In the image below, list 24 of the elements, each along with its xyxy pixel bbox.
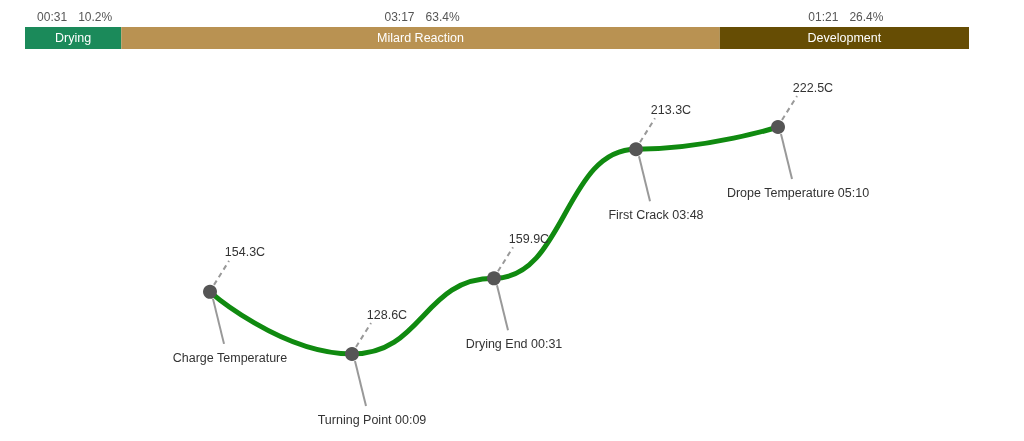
series-label: Development: [807, 31, 882, 45]
point: [487, 271, 501, 286]
data-label: 26.4%: [849, 10, 884, 24]
annotation: Drying End 00:31: [465, 337, 563, 352]
data-label: 213.3C: [650, 102, 692, 117]
point: [629, 142, 643, 157]
annotation: Drope Temperature 05:10: [726, 186, 870, 200]
data-label: 222.5C: [792, 80, 834, 95]
point: [771, 120, 785, 134]
point: [203, 284, 217, 299]
text: 03:17: [384, 10, 415, 24]
text: 01:21: [808, 10, 839, 24]
data-label: 159.9C: [508, 231, 550, 246]
data-label: 154.3C: [224, 245, 266, 260]
series-label: Milard Reaction: [377, 31, 464, 45]
text: 00:31: [37, 10, 68, 24]
annotation: First Crack 03:48: [608, 208, 704, 223]
point: [345, 347, 359, 361]
data-label: 128.6C: [366, 307, 408, 322]
data-label: 10.2%: [78, 10, 113, 24]
data-label: 63.4%: [425, 10, 460, 24]
series-label: Drying: [55, 31, 92, 45]
text: Turning Point 00:09: [317, 413, 427, 427]
annotation: Charge Temperature: [172, 350, 288, 365]
